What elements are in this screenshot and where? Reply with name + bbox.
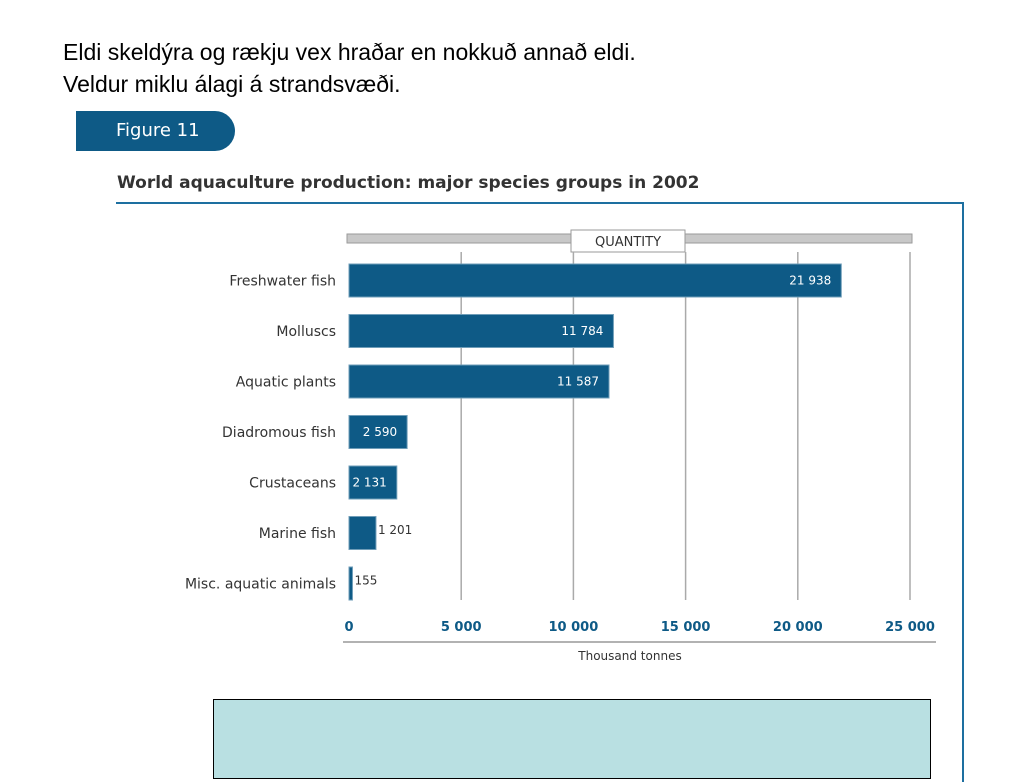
value-label-3: 2 590 xyxy=(363,425,397,439)
caption-box xyxy=(213,699,931,779)
value-label-1: 11 784 xyxy=(561,324,603,338)
bar-3 xyxy=(348,415,408,449)
x-tick-label-4: 20 000 xyxy=(773,620,823,635)
bar-0 xyxy=(348,263,842,298)
x-tick-label-2: 10 000 xyxy=(549,620,599,635)
x-tick-label-1: 5 000 xyxy=(441,620,482,635)
value-label-2: 11 587 xyxy=(557,375,599,389)
bar-5 xyxy=(348,516,377,550)
value-label-5: 1 201 xyxy=(378,523,412,537)
value-label-0: 21 938 xyxy=(789,274,831,288)
category-label-3: Diadromous fish xyxy=(222,425,336,441)
bar-4 xyxy=(348,465,398,500)
intro-text: Eldi skeldýra og rækju vex hraðar en nok… xyxy=(63,36,636,100)
bar-6 xyxy=(348,566,353,601)
x-axis-title: Thousand tonnes xyxy=(577,649,681,663)
category-label-2: Aquatic plants xyxy=(236,375,336,391)
x-tick-label-3: 15 000 xyxy=(661,620,711,635)
intro-line-2: Veldur miklu álagi á strandsvæði. xyxy=(63,71,401,97)
bar-1 xyxy=(348,314,614,348)
x-tick-label-5: 25 000 xyxy=(885,620,935,635)
bar-2 xyxy=(348,364,610,399)
x-tick-label-0: 0 xyxy=(344,620,353,635)
category-label-0: Freshwater fish xyxy=(229,274,336,290)
intro-line-1: Eldi skeldýra og rækju vex hraðar en nok… xyxy=(63,39,636,65)
category-label-1: Molluscs xyxy=(276,324,336,340)
chart-frame xyxy=(116,202,964,782)
category-label-4: Crustaceans xyxy=(249,476,336,492)
chart-title: World aquaculture production: major spec… xyxy=(117,173,700,193)
category-label-5: Marine fish xyxy=(259,526,336,542)
figure-badge: Figure 11 xyxy=(76,111,235,151)
quantity-header-box xyxy=(570,229,686,253)
value-label-4: 2 131 xyxy=(352,476,386,490)
value-label-6: 155 xyxy=(354,574,377,588)
quantity-header-label: QUANTITY xyxy=(595,235,661,250)
category-label-6: Misc. aquatic animals xyxy=(185,577,336,593)
